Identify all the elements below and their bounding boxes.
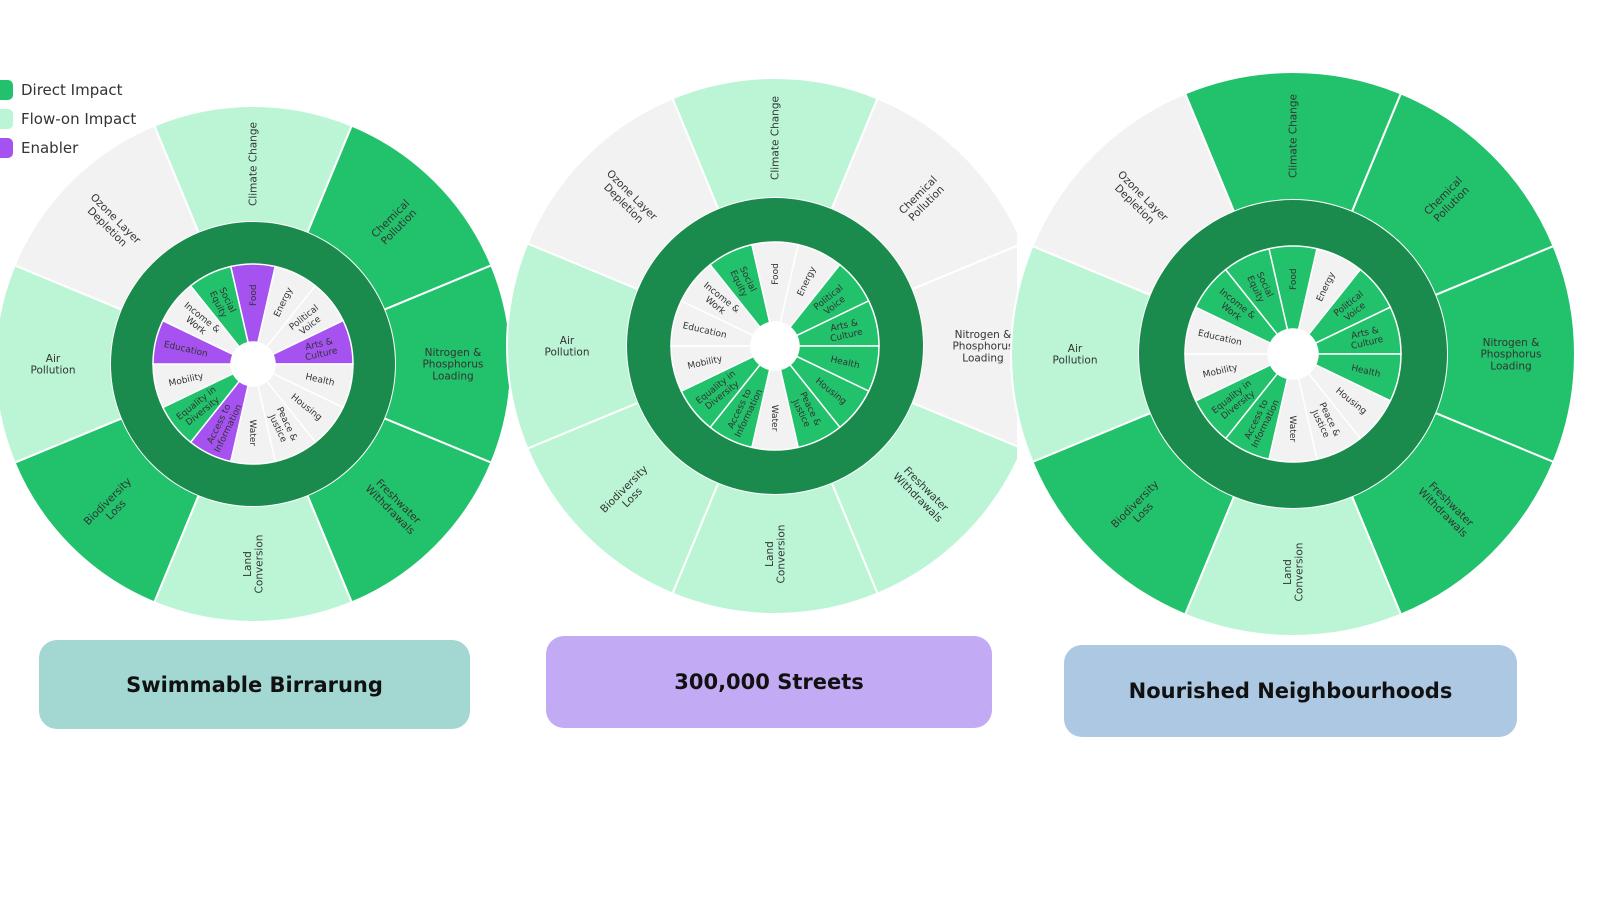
legend-item-flow-on-impact: Flow-on Impact (0, 104, 136, 133)
wheel-nourished-neighbourhoods: Climate ChangeChemicalPollutionNitrogen … (1010, 70, 1576, 638)
inner-label: Food (249, 284, 259, 306)
wheel-title: 300,000 Streets (674, 670, 864, 694)
legend-swatch-enabler (0, 137, 13, 158)
legend-swatch-direct (0, 79, 13, 100)
wheel-title: Swimmable Birrarung (126, 672, 383, 697)
legend-swatch-flow-on (0, 108, 13, 129)
legend-label: Enabler (21, 138, 79, 157)
legend-label: Direct Impact (21, 80, 123, 99)
legend-item-enabler: Enabler (0, 133, 136, 162)
outer-label: LandConversion (242, 535, 266, 594)
inner-label: Water (1287, 415, 1297, 442)
inner-label: Food (1289, 268, 1299, 290)
legend-item-direct-impact: Direct Impact (0, 75, 136, 104)
outer-label: Climate Change (1288, 94, 1300, 178)
outer-label: Air Pollution (1053, 343, 1098, 367)
outer-label: Climate Change (248, 122, 260, 206)
outer-label: Air Pollution (31, 353, 76, 377)
title-box-swimmable-birrarung: Swimmable Birrarung (39, 640, 470, 729)
title-box-nourished-neighbourhoods: Nourished Neighbourhoods (1064, 645, 1517, 737)
wheel-300-000-streets: Climate ChangeChemicalPollutionNitrogen … (506, 77, 1017, 615)
inner-label: Arts &Culture (827, 318, 864, 345)
legend-label: Flow-on Impact (21, 109, 137, 128)
inner-label: Water (247, 419, 257, 446)
wheel-swimmable-birrarung: Climate ChangeChemicalPollutionNitrogen … (0, 105, 512, 623)
wheel-hub (1268, 329, 1318, 379)
wheel-hub (751, 322, 799, 370)
outer-label: Climate Change (770, 96, 782, 180)
inner-label: Food (771, 263, 781, 285)
outer-label: Nitrogen & Phosphorus Loading (952, 329, 1013, 365)
outer-label: Nitrogen & Phosphorus Loading (422, 347, 483, 383)
outer-label: LandConversion (1282, 543, 1306, 602)
outer-label: LandConversion (764, 525, 788, 584)
title-box-300000-streets: 300,000 Streets (546, 636, 992, 728)
outer-label: Air Pollution (545, 335, 590, 359)
outer-label: Nitrogen & Phosphorus Loading (1480, 337, 1541, 373)
wheel-hub (231, 342, 275, 386)
inner-label: Water (769, 405, 779, 432)
wheel-title: Nourished Neighbourhoods (1128, 679, 1453, 703)
legend: Direct Impact Flow-on Impact Enabler (0, 75, 136, 162)
